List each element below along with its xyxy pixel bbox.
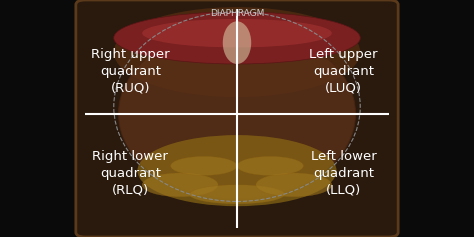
Text: Right lower
quadrant
(RLQ): Right lower quadrant (RLQ) — [92, 150, 168, 196]
Text: Right upper
quadrant
(RUQ): Right upper quadrant (RUQ) — [91, 48, 170, 95]
Ellipse shape — [223, 21, 251, 64]
Ellipse shape — [137, 135, 337, 206]
Text: Left upper
quadrant
(LUQ): Left upper quadrant (LUQ) — [310, 48, 378, 95]
Ellipse shape — [142, 173, 218, 197]
Ellipse shape — [171, 156, 237, 175]
FancyBboxPatch shape — [76, 0, 398, 237]
Ellipse shape — [114, 7, 360, 97]
Ellipse shape — [118, 28, 356, 199]
Text: Left lower
quadrant
(LLQ): Left lower quadrant (LLQ) — [311, 150, 376, 196]
Ellipse shape — [114, 12, 360, 64]
Ellipse shape — [142, 19, 332, 47]
Text: DIAPHRAGM: DIAPHRAGM — [210, 9, 264, 18]
Ellipse shape — [190, 185, 284, 204]
Ellipse shape — [256, 173, 332, 197]
Ellipse shape — [237, 156, 303, 175]
